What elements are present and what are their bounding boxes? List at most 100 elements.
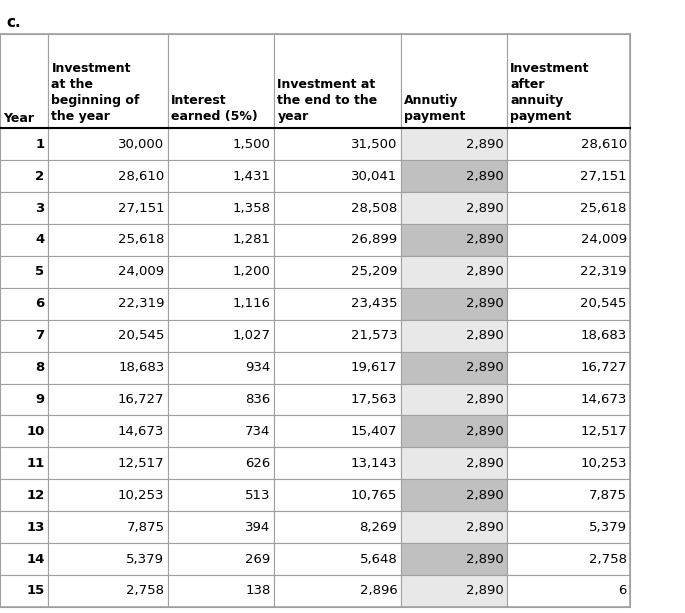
Bar (274, 511, 401, 543)
Text: 2,758: 2,758 (127, 584, 164, 598)
Bar (0, 192, 48, 224)
Text: 934: 934 (245, 361, 271, 374)
Text: 26,899: 26,899 (351, 234, 397, 246)
Bar (401, 352, 507, 384)
Bar (48, 479, 168, 511)
Text: 25,618: 25,618 (118, 234, 164, 246)
Text: 24,009: 24,009 (581, 234, 627, 246)
Text: 23,435: 23,435 (351, 297, 397, 310)
Bar (48, 128, 168, 160)
Bar (48, 384, 168, 416)
Bar (0, 288, 48, 320)
Bar (274, 224, 401, 256)
Text: 5,379: 5,379 (127, 552, 164, 566)
Text: 2,890: 2,890 (466, 393, 503, 406)
Bar (507, 160, 630, 192)
Bar (168, 511, 274, 543)
Text: 8,269: 8,269 (360, 520, 397, 533)
Text: 18,683: 18,683 (118, 361, 164, 374)
Text: 20,545: 20,545 (580, 297, 627, 310)
Bar (401, 34, 507, 128)
Bar (274, 384, 401, 416)
Text: 14,673: 14,673 (118, 425, 164, 438)
Bar (507, 256, 630, 288)
Text: 25,618: 25,618 (580, 202, 627, 215)
Bar (507, 479, 630, 511)
Text: 394: 394 (245, 520, 271, 533)
Text: 17,563: 17,563 (351, 393, 397, 406)
Text: 13,143: 13,143 (351, 457, 397, 470)
Bar (0, 511, 48, 543)
Text: 15,407: 15,407 (351, 425, 397, 438)
Text: 3: 3 (35, 202, 45, 215)
Text: Annutiy
payment: Annutiy payment (404, 94, 466, 123)
Bar (48, 511, 168, 543)
Text: 27,151: 27,151 (580, 170, 627, 183)
Bar (0, 320, 48, 352)
Bar (401, 160, 507, 192)
Text: Investment
at the
beginning of
the year: Investment at the beginning of the year (51, 63, 140, 123)
Bar (48, 575, 168, 607)
Text: 1: 1 (36, 138, 45, 151)
Text: 12,517: 12,517 (118, 457, 164, 470)
Text: 2,890: 2,890 (466, 457, 503, 470)
Bar (168, 416, 274, 447)
Bar (168, 447, 274, 479)
Bar (168, 320, 274, 352)
Text: 2,758: 2,758 (589, 552, 627, 566)
Bar (168, 575, 274, 607)
Bar (274, 128, 401, 160)
Text: 20,545: 20,545 (118, 329, 164, 342)
Text: 14,673: 14,673 (580, 393, 627, 406)
Text: 1,116: 1,116 (233, 297, 271, 310)
Text: 27,151: 27,151 (118, 202, 164, 215)
Text: 5,648: 5,648 (360, 552, 397, 566)
Bar (48, 192, 168, 224)
Text: 19,617: 19,617 (351, 361, 397, 374)
Bar (401, 384, 507, 416)
Text: 2,890: 2,890 (466, 520, 503, 533)
Bar (168, 128, 274, 160)
Bar (507, 320, 630, 352)
Bar (401, 288, 507, 320)
Bar (0, 224, 48, 256)
Bar (0, 384, 48, 416)
Bar (0, 416, 48, 447)
Bar (507, 288, 630, 320)
Bar (507, 384, 630, 416)
Bar (401, 192, 507, 224)
Text: 30,000: 30,000 (119, 138, 164, 151)
Bar (274, 479, 401, 511)
Text: 1,358: 1,358 (233, 202, 271, 215)
Bar (168, 543, 274, 575)
Bar (0, 160, 48, 192)
Text: 31,500: 31,500 (351, 138, 397, 151)
Text: 4: 4 (35, 234, 45, 246)
Text: 8: 8 (35, 361, 45, 374)
Text: 10: 10 (26, 425, 45, 438)
Bar (274, 256, 401, 288)
Bar (507, 447, 630, 479)
Text: 18,683: 18,683 (580, 329, 627, 342)
Text: 626: 626 (245, 457, 271, 470)
Bar (274, 34, 401, 128)
Text: 1,431: 1,431 (233, 170, 271, 183)
Bar (0, 479, 48, 511)
Text: 22,319: 22,319 (580, 265, 627, 278)
Text: 12: 12 (26, 489, 45, 501)
Text: 16,727: 16,727 (118, 393, 164, 406)
Bar (401, 416, 507, 447)
Bar (401, 511, 507, 543)
Text: Investment
after
annuity
payment: Investment after annuity payment (510, 63, 590, 123)
Bar (48, 224, 168, 256)
Bar (274, 352, 401, 384)
Bar (274, 160, 401, 192)
Text: 28,610: 28,610 (580, 138, 627, 151)
Text: 836: 836 (245, 393, 271, 406)
Text: 14: 14 (26, 552, 45, 566)
Text: 6: 6 (619, 584, 627, 598)
Bar (48, 352, 168, 384)
Text: 15: 15 (26, 584, 45, 598)
Text: 21,573: 21,573 (351, 329, 397, 342)
Text: 10,765: 10,765 (351, 489, 397, 501)
